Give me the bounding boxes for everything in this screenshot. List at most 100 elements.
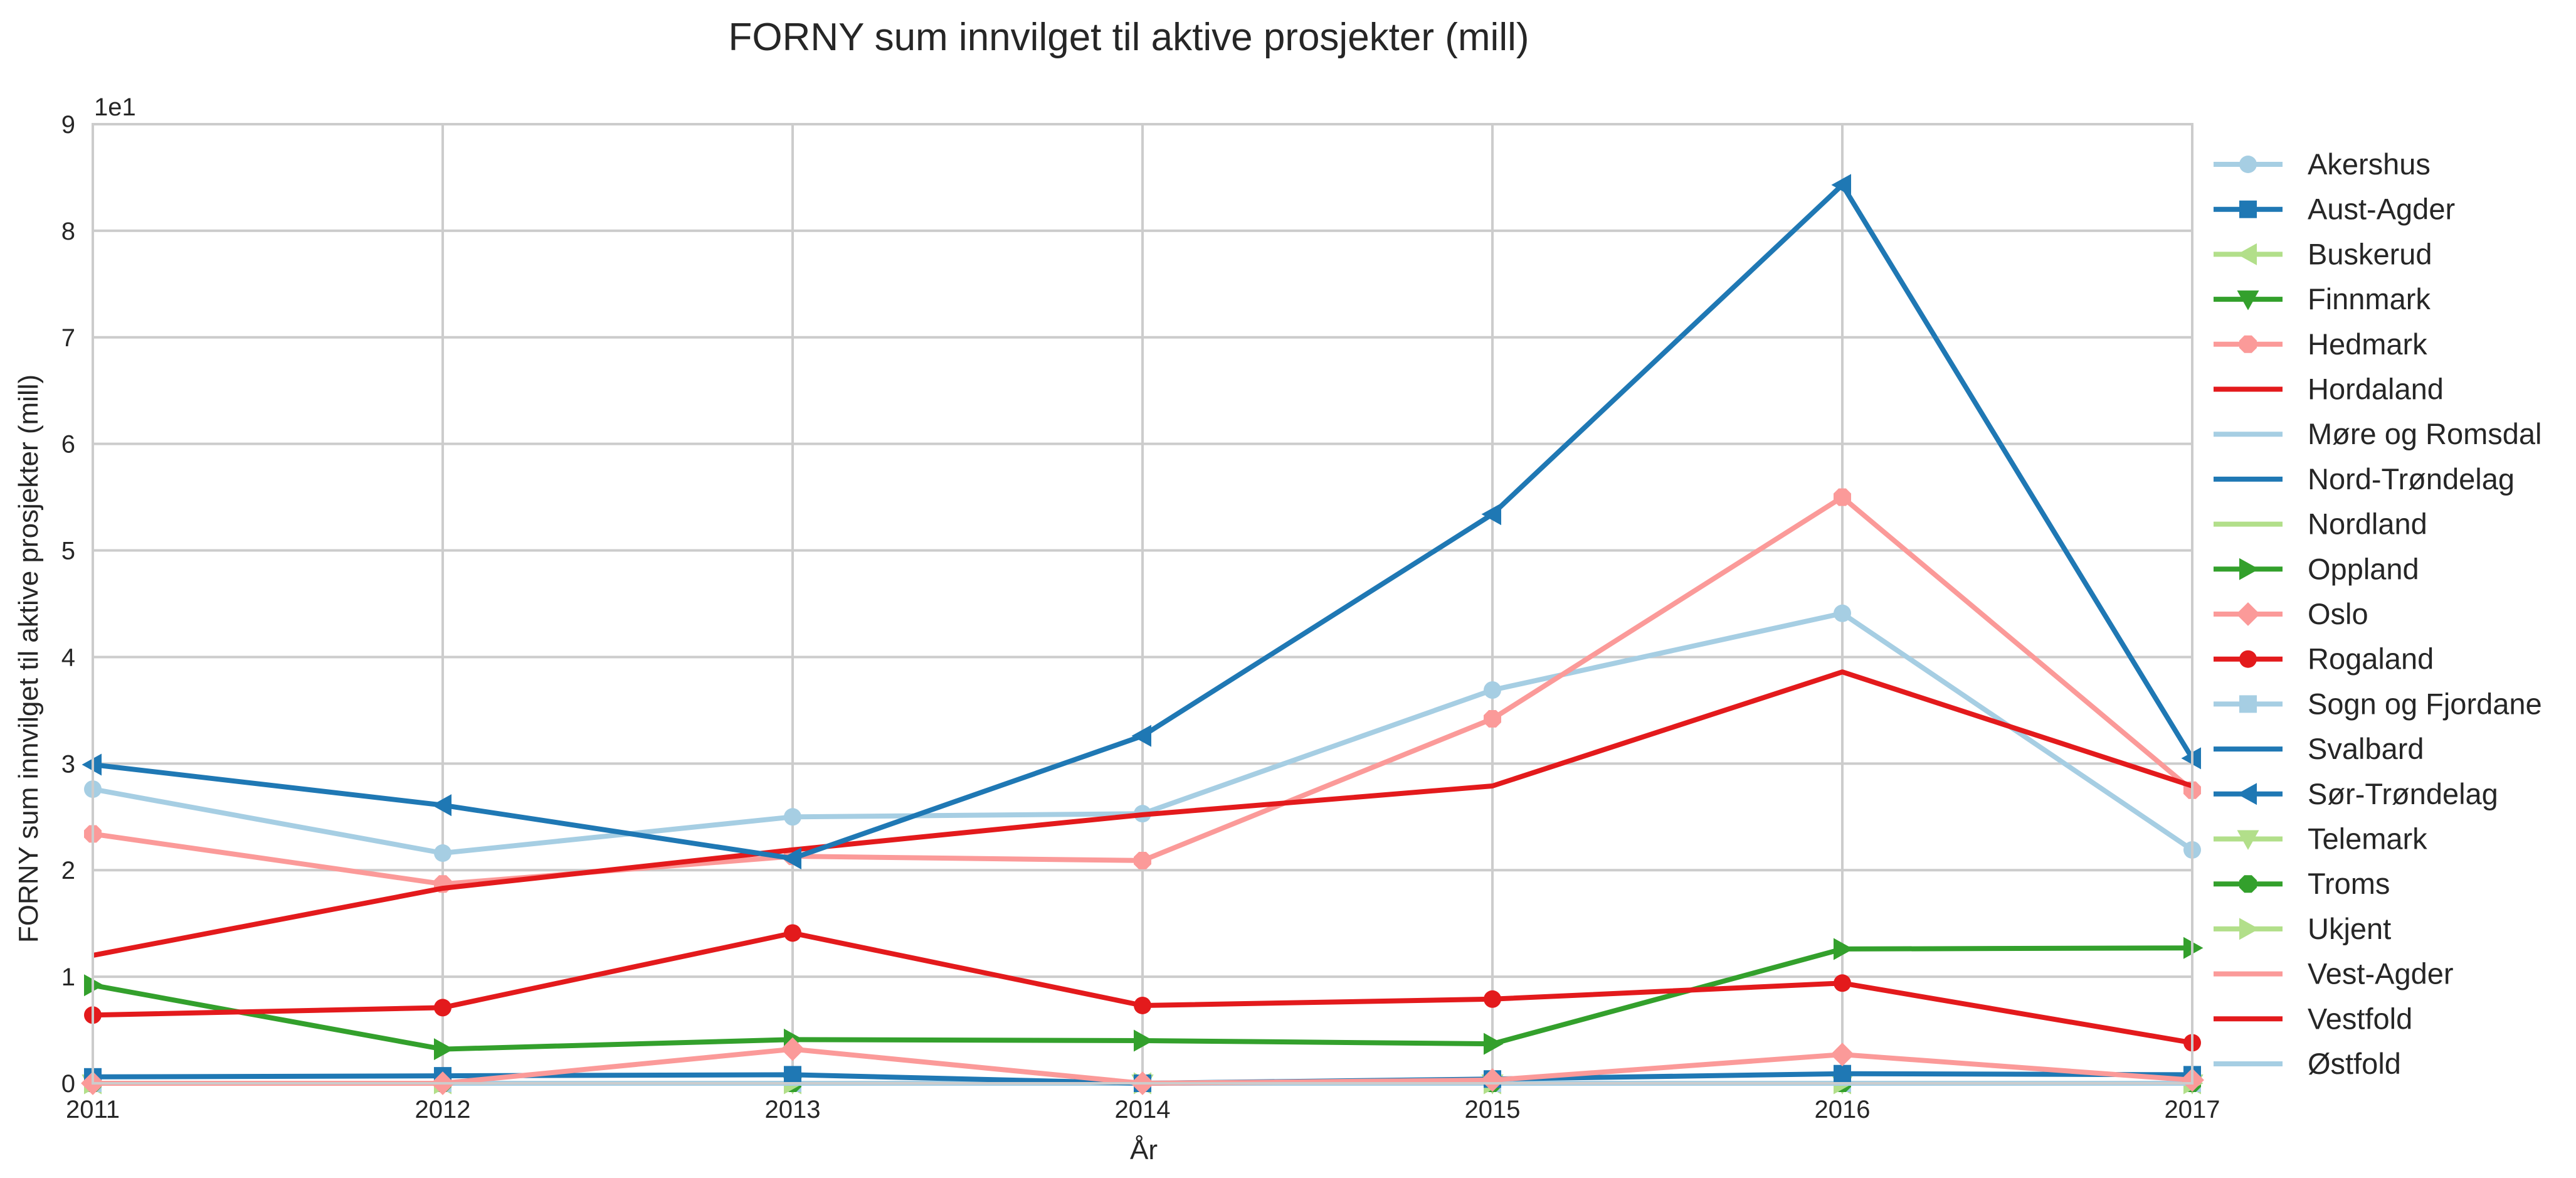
chart-title: FORNY sum innvilget til aktive prosjekte…: [728, 16, 1529, 59]
axis-ticks: 0 1 2 3 4 5 6 7 8 9 2011 2012 2013 2014 2015 2016 2017: [61, 111, 2220, 1123]
legend-label: Møre og Romsdal: [2308, 417, 2542, 450]
legend-item: Buskerud: [2214, 237, 2432, 270]
y-tick-label: 3: [61, 750, 75, 778]
data-point: [434, 1038, 454, 1061]
legend-marker: [2239, 650, 2257, 668]
legend-label: Troms: [2308, 867, 2390, 900]
data-point: [434, 844, 451, 862]
y-tick-label: 9: [61, 111, 75, 139]
legend-marker: [2237, 830, 2259, 850]
data-point: [1134, 996, 1151, 1014]
legend-item: Vestfold: [2214, 1002, 2412, 1035]
data-point: [1834, 488, 1851, 506]
legend-item: Oppland: [2214, 552, 2419, 585]
series-line: [92, 669, 2193, 958]
legend-label: Svalbard: [2308, 732, 2424, 765]
legend-item: Finnmark: [2214, 282, 2431, 316]
legend-item: Sør-Trøndelag: [2214, 777, 2498, 810]
y-tick-label: 7: [61, 324, 75, 352]
legend-label: Sogn og Fjordane: [2308, 687, 2542, 720]
legend-item: Vest-Agder: [2214, 957, 2454, 990]
data-point: [1830, 1043, 1854, 1067]
legend-label: Akershus: [2308, 147, 2431, 181]
data-point: [434, 999, 451, 1017]
y-tick-label: 1: [61, 963, 75, 991]
x-axis-label: År: [1130, 1135, 1158, 1165]
legend-item: Hedmark: [2214, 327, 2427, 361]
x-tick-label: 2015: [1465, 1096, 1521, 1123]
data-point: [1481, 503, 1501, 526]
y-axis-label: FORNY sum innvilget til aktive prosjekte…: [13, 374, 44, 943]
legend-marker: [2237, 783, 2257, 805]
legend-label: Buskerud: [2308, 237, 2432, 270]
legend-label: Oslo: [2308, 597, 2368, 630]
plot-frame: [92, 123, 2193, 1085]
legend-marker: [2237, 243, 2257, 265]
data-point: [781, 1037, 805, 1061]
legend-marker: [2239, 695, 2257, 713]
legend-item: Akershus: [2214, 147, 2431, 181]
legend-item: Hordaland: [2214, 373, 2444, 406]
data-point: [1134, 852, 1151, 869]
data-point: [1484, 681, 1501, 699]
data-point: [1834, 974, 1851, 992]
legend-item: Nord-Trøndelag: [2214, 462, 2515, 496]
legend-marker: [2237, 290, 2259, 310]
y-tick-label: 5: [61, 538, 75, 565]
legend-label: Rogaland: [2308, 642, 2434, 676]
legend-label: Ukjent: [2308, 912, 2391, 945]
legend-label: Oppland: [2308, 552, 2419, 585]
y-tick-label: 8: [61, 218, 75, 245]
legend-label: Hedmark: [2308, 327, 2427, 361]
data-point: [1834, 938, 1854, 960]
legend-item: Østfold: [2214, 1047, 2401, 1080]
legend-item: Sogn og Fjordane: [2214, 687, 2542, 720]
legend-marker: [2239, 335, 2257, 353]
data-point: [1134, 1029, 1154, 1052]
data-point: [781, 847, 801, 870]
legend-marker: [2239, 156, 2257, 173]
data-point: [1484, 710, 1501, 728]
x-tick-label: 2012: [415, 1096, 471, 1123]
y-axis-scale-label: 1e1: [94, 93, 136, 121]
legend-item: Telemark: [2214, 822, 2427, 856]
legend-label: Nordland: [2308, 507, 2427, 541]
legend-label: Finnmark: [2308, 282, 2431, 316]
data-point: [1484, 990, 1501, 1008]
legend-label: Vestfold: [2308, 1002, 2412, 1035]
legend-label: Telemark: [2308, 822, 2427, 856]
grid-lines: [92, 123, 2193, 1085]
legend-item: Oslo: [2214, 597, 2368, 630]
legend-label: Sør-Trøndelag: [2308, 777, 2498, 810]
legend-label: Vest-Agder: [2308, 957, 2454, 990]
y-tick-label: 4: [61, 644, 75, 671]
legend-label: Aust-Agder: [2308, 193, 2455, 226]
x-tick-label: 2013: [765, 1096, 821, 1123]
data-point: [1834, 604, 1851, 622]
data-point: [1834, 1064, 1851, 1083]
legend-item: Troms: [2214, 867, 2390, 900]
x-tick-label: 2017: [2165, 1096, 2220, 1123]
legend-marker: [2236, 602, 2260, 626]
legend-marker: [2239, 558, 2259, 580]
legend-marker: [2239, 918, 2259, 940]
legend: Akershus Aust-Agder Buskerud Finnmark Hedmar…: [2214, 147, 2542, 1080]
legend-label: Nord-Trøndelag: [2308, 462, 2515, 496]
x-tick-label: 2011: [66, 1096, 120, 1123]
legend-label: Østfold: [2308, 1047, 2401, 1080]
legend-item: Nordland: [2214, 507, 2427, 541]
data-point: [1831, 174, 1851, 196]
legend-item: Svalbard: [2214, 732, 2424, 765]
data-point: [1481, 1068, 1504, 1092]
legend-item: Møre og Romsdal: [2214, 417, 2542, 450]
series-hordaland: [92, 669, 2193, 958]
data-point: [1131, 724, 1151, 747]
series-sør-trøndelag: [82, 174, 2201, 870]
y-tick-label: 0: [61, 1070, 75, 1098]
data-point: [784, 808, 801, 826]
data-point: [784, 924, 801, 942]
legend-marker: [2239, 875, 2257, 893]
data-point: [784, 1066, 801, 1084]
legend-item: Aust-Agder: [2214, 193, 2455, 226]
